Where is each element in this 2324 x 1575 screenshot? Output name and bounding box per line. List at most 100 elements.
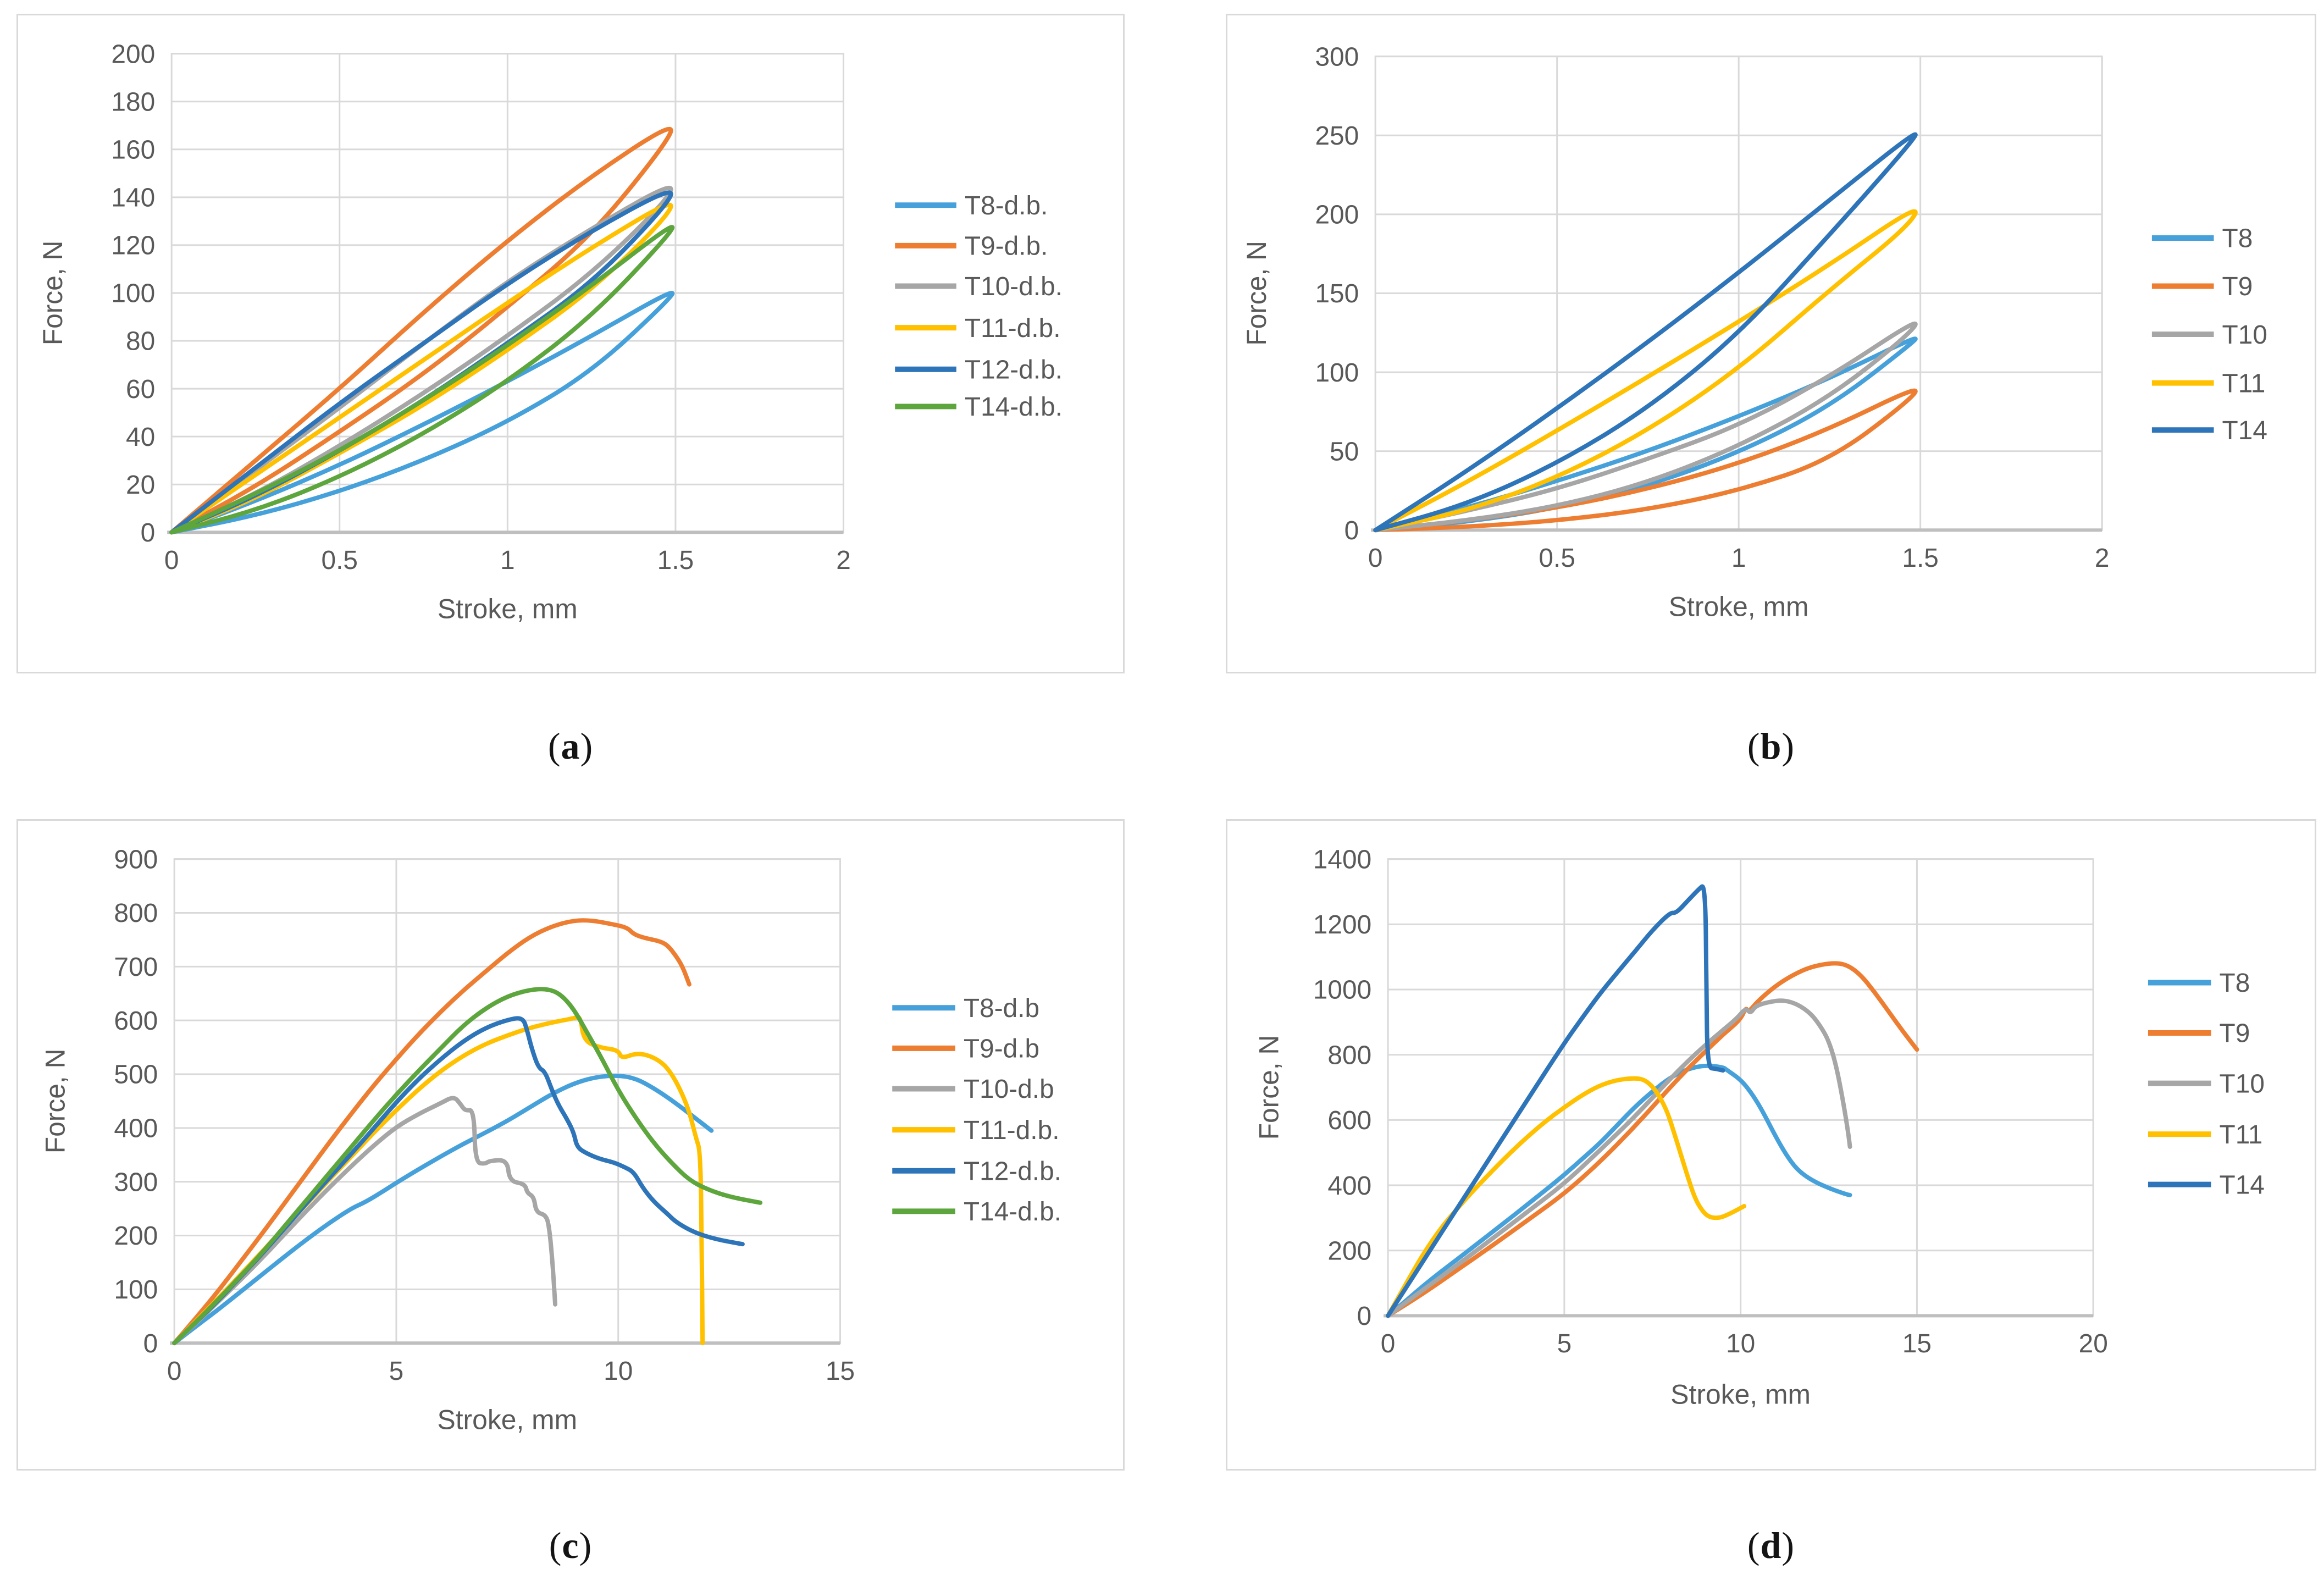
x-tick-label: 10	[1726, 1329, 1755, 1358]
x-axis-title: Stroke, mm	[438, 594, 578, 625]
x-tick-label: 20	[2079, 1329, 2108, 1358]
legend-label-T10: T10	[2220, 1069, 2265, 1098]
y-tick-label: 50	[1330, 437, 1359, 466]
series-line-T10	[1373, 321, 1918, 533]
series-line-T14-d.b.	[169, 225, 675, 535]
series-line-T14	[1373, 132, 1918, 533]
gridlines	[1388, 858, 2094, 1317]
x-tick-label: 10	[604, 1357, 633, 1386]
legend-label-T8: T8	[2222, 224, 2253, 253]
force-stroke-chart-b: 0 50 100 150 200 250 300 0 0.5 1 1.5 2 Force, N Strok…	[1241, 42, 2267, 622]
tick-labels: 0 100 200 300 400 500 600 700 800 900 0 5 10 15	[114, 845, 855, 1385]
x-tick-label: 1.5	[1902, 544, 1939, 573]
legend: T8 T9 T10 T11 T14	[2148, 969, 2265, 1200]
series-line-T11	[1386, 1076, 1747, 1318]
tick-labels: 0 200 400 600 800 1000 1200 1400 0 5 10 15 20	[1313, 845, 2108, 1358]
y-axis-title: Force, N	[1241, 241, 1272, 346]
y-tick-label: 800	[114, 899, 158, 928]
y-axis-title: Force, N	[37, 241, 68, 346]
legend-label-T10-d.b: T10-d.b	[964, 1075, 1054, 1104]
series-line-T11-d.b.	[169, 202, 673, 535]
series-line-T9	[1373, 388, 1918, 533]
legend-label-T8-d.b: T8-d.b	[964, 994, 1039, 1023]
legend-label-T9-d.b: T9-d.b	[964, 1035, 1039, 1064]
y-tick-label: 1000	[1313, 976, 1371, 1005]
y-tick-label: 400	[1327, 1171, 1371, 1201]
y-tick-label: 0	[1344, 516, 1359, 545]
y-tick-label: 500	[114, 1060, 158, 1090]
x-axis-title: Stroke, mm	[1669, 592, 1809, 622]
series-line-T12-d.b.	[172, 1016, 745, 1346]
y-tick-label: 600	[114, 1007, 158, 1036]
y-tick-label: 180	[111, 87, 155, 117]
caption-b: (b)	[1747, 725, 1795, 767]
y-tick-label: 600	[1327, 1106, 1371, 1135]
gridlines	[171, 53, 845, 533]
x-tick-label: 0	[167, 1357, 182, 1386]
y-tick-label: 20	[126, 471, 155, 500]
x-tick-label: 15	[1902, 1329, 1932, 1358]
series-line-T9-d.b	[172, 918, 691, 1346]
tick-labels: 0 50 100 150 200 250 300 0 0.5 1 1.5 2	[1315, 42, 2109, 573]
x-tick-label: 0	[164, 546, 179, 575]
x-tick-label: 15	[826, 1357, 855, 1386]
y-tick-label: 60	[126, 375, 155, 404]
y-axis-title: Force, N	[40, 1049, 71, 1154]
legend-label-T10: T10	[2222, 320, 2267, 350]
legend-label-T9-d.b.: T9-d.b.	[965, 232, 1048, 261]
series-line-T10	[1386, 998, 1852, 1318]
series-line-T10-d.b	[172, 1096, 558, 1346]
y-tick-label: 40	[126, 423, 155, 452]
y-tick-label: 1200	[1313, 910, 1371, 940]
legend-label-T12-d.b.: T12-d.b.	[965, 356, 1063, 385]
y-tick-label: 100	[114, 1275, 158, 1305]
series-line-T11-d.b.	[172, 1015, 705, 1346]
legend-label-T8: T8	[2220, 969, 2250, 998]
series-line-T8-d.b.	[169, 291, 675, 535]
legend-label-T14-d.b.: T14-d.b.	[964, 1197, 1061, 1226]
legend-label-T10-d.b.: T10-d.b.	[965, 272, 1063, 301]
series-group	[172, 918, 763, 1346]
series-group	[1373, 132, 1918, 533]
caption-d: (d)	[1747, 1524, 1795, 1566]
chart-panel-a: 0 20 40 60 80 100 120 140 160 180 200 0 0.5 1 1.5 2 Forc…	[16, 14, 1125, 673]
caption-a: (a)	[547, 725, 594, 767]
y-tick-label: 200	[111, 40, 155, 69]
series-line-T14-d.b.	[172, 987, 763, 1346]
y-tick-label: 150	[1315, 279, 1359, 308]
y-tick-label: 0	[1357, 1302, 1372, 1331]
chart-panel-b: 0 50 100 150 200 250 300 0 0.5 1 1.5 2 Force, N Strok…	[1226, 14, 2316, 673]
legend-label-T11: T11	[2222, 369, 2266, 398]
y-tick-label: 80	[126, 327, 155, 356]
x-tick-label: 0.5	[321, 546, 358, 575]
x-tick-label: 1	[1731, 544, 1746, 573]
y-tick-label: 700	[114, 953, 158, 982]
legend-label-T11-d.b.: T11-d.b.	[964, 1116, 1060, 1145]
caption-letter-c: c	[562, 1524, 579, 1566]
y-tick-label: 200	[1327, 1236, 1371, 1265]
series-line-T14	[1386, 884, 1725, 1318]
legend-label-T14: T14	[2220, 1170, 2265, 1200]
legend-label-T11: T11	[2220, 1120, 2263, 1150]
x-tick-label: 2	[836, 546, 851, 575]
y-axis-title: Force, N	[1254, 1035, 1285, 1140]
force-stroke-chart-d: 0 200 400 600 800 1000 1200 1400 0 5 10 15 20 Force, …	[1254, 845, 2265, 1410]
chart-panel-d: 0 200 400 600 800 1000 1200 1400 0 5 10 15 20 Force, …	[1226, 819, 2316, 1471]
y-tick-label: 160	[111, 136, 155, 165]
chart-panel-c: 0 100 200 300 400 500 600 700 800 900 0 5 10 15 Force,…	[16, 819, 1125, 1471]
y-tick-label: 300	[114, 1168, 158, 1197]
series-line-T8	[1386, 1063, 1852, 1318]
series-group	[1386, 884, 1919, 1318]
x-tick-label: 0	[1368, 544, 1383, 573]
y-tick-label: 120	[111, 231, 155, 261]
x-axis-title: Stroke, mm	[437, 1404, 577, 1435]
y-tick-label: 200	[1315, 201, 1359, 230]
legend-label-T14: T14	[2222, 416, 2267, 445]
x-tick-label: 2	[2095, 544, 2110, 573]
caption-letter-a: a	[561, 725, 580, 767]
series-line-T8-d.b	[172, 1073, 714, 1346]
y-tick-label: 100	[1315, 358, 1359, 388]
y-tick-label: 400	[114, 1114, 158, 1143]
plot-border	[173, 858, 842, 1344]
